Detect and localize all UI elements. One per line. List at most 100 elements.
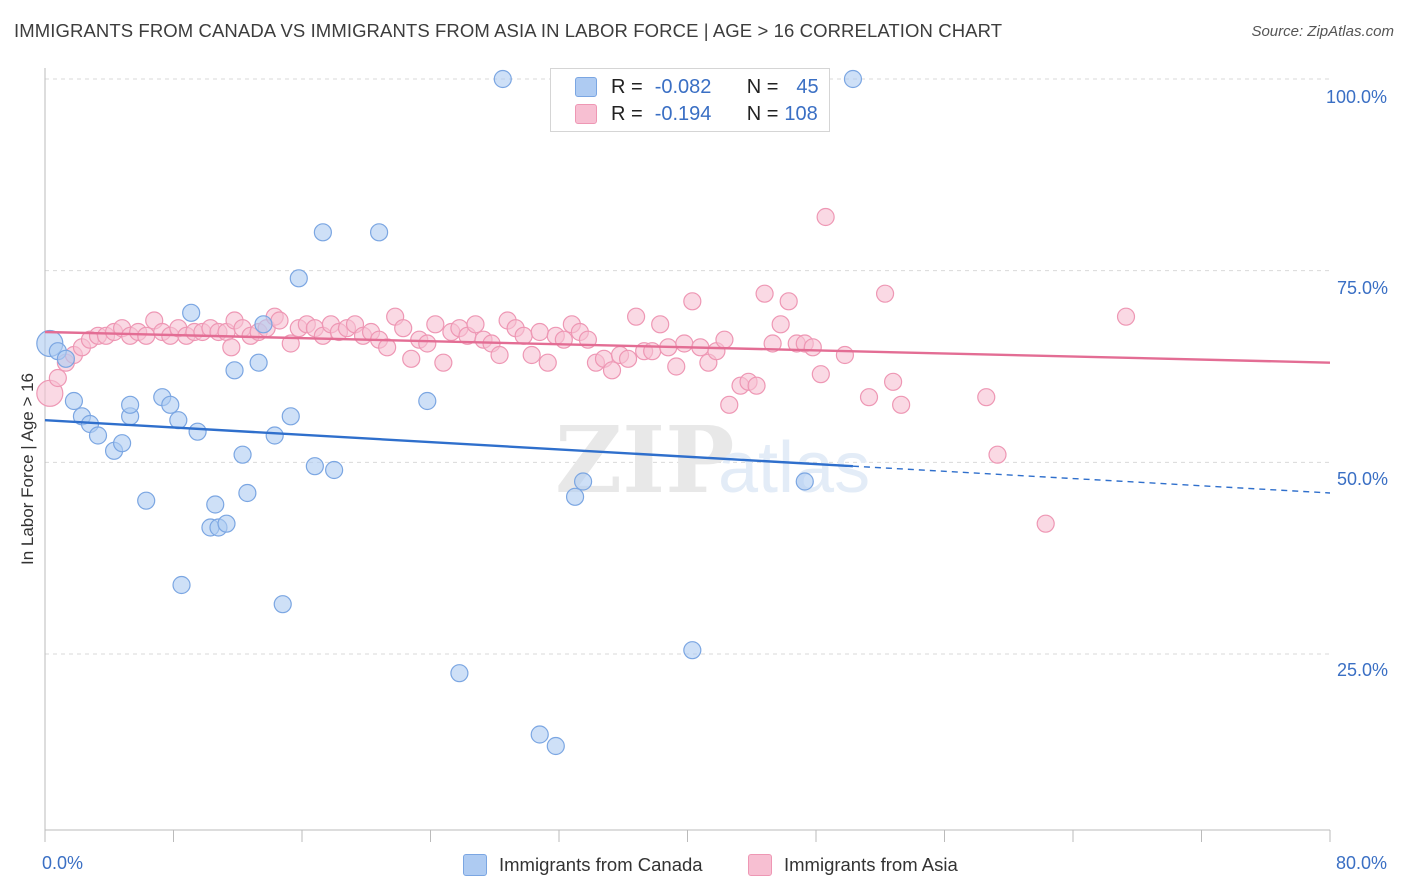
point-asia-43 xyxy=(378,338,397,357)
series-label-asia: Immigrants from Asia xyxy=(784,854,958,875)
y-tick-label-75: 75.0% xyxy=(1337,278,1389,298)
point-asia-98 xyxy=(816,207,835,227)
point-canada-6 xyxy=(88,426,108,445)
point-canada-26 xyxy=(254,315,273,334)
legend-n-label: N = xyxy=(746,75,779,98)
point-asia-97 xyxy=(811,365,830,384)
trend-line-canada xyxy=(44,418,854,468)
chart-title: IMMIGRANTS FROM CANADA VS IMMIGRANTS FRO… xyxy=(14,20,1003,41)
point-asia-54 xyxy=(466,315,485,334)
series-label-canada: Immigrants from Canada xyxy=(499,854,703,875)
point-canada-41 xyxy=(573,472,593,491)
source-label: Source: ZipAtlas.com xyxy=(1251,23,1394,40)
legend-n-value-canada: 45 xyxy=(796,75,819,98)
axes xyxy=(44,68,1331,842)
point-canada-38 xyxy=(530,725,549,744)
point-canada-27 xyxy=(265,426,284,445)
trend-extension-canada xyxy=(852,465,1331,494)
point-asia-80 xyxy=(675,334,694,353)
point-asia-106 xyxy=(1036,514,1055,533)
point-asia-74 xyxy=(626,307,646,326)
correlation-legend: R = -0.082 N = 45 R = -0.194 N = 108 xyxy=(550,68,830,132)
point-canada-35 xyxy=(418,391,437,411)
point-canada-32 xyxy=(313,223,332,242)
watermark-atlas: atlas xyxy=(718,428,870,508)
point-asia-60 xyxy=(514,326,533,345)
point-asia-91 xyxy=(763,334,782,353)
point-asia-30 xyxy=(270,311,289,330)
point-asia-103 xyxy=(892,395,911,414)
y-tick-label-25: 25.0% xyxy=(1337,660,1389,680)
point-asia-92 xyxy=(771,315,790,334)
point-canada-43 xyxy=(795,472,814,491)
point-canada-19 xyxy=(206,495,225,514)
point-canada-15 xyxy=(172,575,191,595)
legend-n-label: N = xyxy=(746,102,779,125)
data-points xyxy=(36,69,1136,756)
point-asia-73 xyxy=(618,349,638,368)
point-canada-3 xyxy=(64,391,84,411)
x-tick-label-max: 80.0% xyxy=(1336,853,1388,873)
legend-swatch-asia xyxy=(575,104,597,124)
point-canada-39 xyxy=(546,736,565,756)
watermark-zip: ZIP xyxy=(555,406,734,514)
point-canada-24 xyxy=(238,483,257,503)
point-asia-63 xyxy=(538,353,557,372)
point-asia-107 xyxy=(1116,307,1136,326)
point-canada-11 xyxy=(137,491,156,510)
point-canada-22 xyxy=(225,361,244,380)
legend-n-value-asia: 108 xyxy=(784,102,818,125)
point-canada-40 xyxy=(565,487,585,506)
series-swatch-asia xyxy=(748,854,772,876)
point-canada-13 xyxy=(161,395,180,414)
point-asia-90 xyxy=(755,284,774,303)
series-legend-canada[interactable]: Immigrants from Canada xyxy=(463,852,703,878)
series-legend-asia[interactable]: Immigrants from Asia xyxy=(748,852,958,878)
series-swatch-canada xyxy=(463,854,487,876)
point-asia-81 xyxy=(683,292,702,311)
point-asia-100 xyxy=(859,388,879,407)
watermark: ZIP atlas xyxy=(555,406,870,514)
point-canada-33 xyxy=(325,460,344,480)
point-asia-86 xyxy=(720,395,739,414)
point-canada-2 xyxy=(56,349,75,368)
legend-r-value-asia: -0.194 xyxy=(654,102,712,125)
point-asia-104 xyxy=(977,388,996,407)
point-canada-16 xyxy=(182,303,201,322)
point-canada-37 xyxy=(493,69,512,89)
point-asia-77 xyxy=(651,315,670,334)
point-asia-23 xyxy=(222,338,241,357)
point-asia-79 xyxy=(667,357,686,376)
y-tick-label-100: 100.0% xyxy=(1326,87,1388,107)
point-asia-61 xyxy=(522,345,541,365)
point-canada-14 xyxy=(169,411,188,430)
point-asia-46 xyxy=(402,349,421,368)
point-canada-8 xyxy=(112,434,132,453)
point-canada-21 xyxy=(217,514,236,533)
legend-r-label: R = xyxy=(611,75,643,98)
legend-swatch-canada xyxy=(575,77,597,97)
point-canada-31 xyxy=(305,457,324,476)
point-asia-31 xyxy=(281,334,300,353)
y-axis-title: In Labor Force | Age > 16 xyxy=(18,372,37,565)
point-asia-49 xyxy=(426,315,445,334)
point-canada-17 xyxy=(188,422,207,441)
point-asia-57 xyxy=(490,345,509,365)
legend-row-canada: R = -0.082 N = 45 xyxy=(575,74,819,100)
point-asia-1 xyxy=(48,368,67,388)
point-asia-71 xyxy=(602,361,622,380)
point-canada-25 xyxy=(249,353,268,372)
point-canada-28 xyxy=(273,595,292,614)
point-asia-101 xyxy=(875,284,895,303)
point-asia-96 xyxy=(803,338,822,357)
point-asia-62 xyxy=(530,322,549,342)
point-asia-85 xyxy=(715,330,734,349)
point-asia-48 xyxy=(418,334,437,353)
legend-row-asia: R = -0.194 N = 108 xyxy=(575,101,818,127)
point-asia-99 xyxy=(835,345,855,365)
point-canada-30 xyxy=(289,269,308,288)
trend-lines xyxy=(44,330,1331,494)
legend-r-label: R = xyxy=(611,102,643,125)
point-asia-105 xyxy=(988,445,1007,464)
